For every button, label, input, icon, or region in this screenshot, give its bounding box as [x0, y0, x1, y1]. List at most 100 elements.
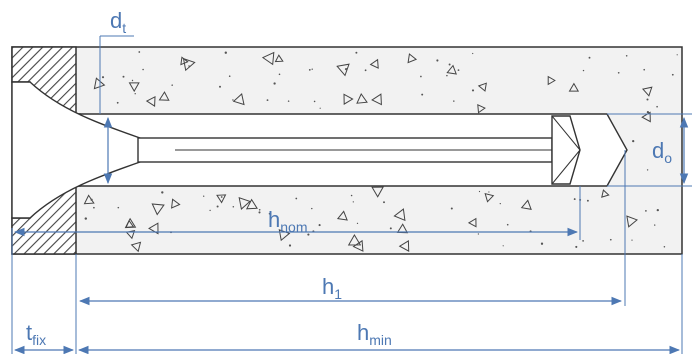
- label-do-main: d: [652, 138, 664, 163]
- aggregate-dot: [588, 56, 591, 59]
- aggregate-dot: [389, 227, 392, 230]
- aggregate-dot: [446, 74, 448, 77]
- aggregate-dot: [575, 245, 578, 248]
- aggregate-dot: [266, 99, 269, 102]
- aggregate-triangle: [547, 75, 556, 86]
- aggregate-dot: [671, 73, 674, 76]
- aggregate-dot: [355, 51, 358, 54]
- aggregate-dot: [471, 89, 475, 92]
- aggregate-triangle: [369, 58, 379, 69]
- aggregate-dot: [117, 206, 120, 209]
- aggregate-dot: [273, 82, 276, 85]
- aggregate-dot: [609, 238, 612, 241]
- aggregate-dot: [134, 93, 136, 95]
- aggregate-triangle: [245, 198, 258, 210]
- aggregate-triangle: [484, 193, 495, 203]
- label-do-sub: o: [664, 150, 672, 166]
- aggregate-dot: [645, 210, 647, 212]
- aggregate-triangle: [407, 53, 418, 64]
- aggregate-triangle: [180, 56, 189, 66]
- aggregate-triangle: [336, 210, 348, 221]
- aggregate-dot: [313, 100, 316, 103]
- aggregate-dot: [93, 206, 95, 209]
- aggregate-triangle: [125, 219, 135, 228]
- aggregate-dot: [617, 71, 620, 74]
- aggregate-dot: [488, 191, 490, 193]
- label-hmin-main: h: [357, 320, 369, 345]
- aggregate-triangle: [641, 86, 653, 97]
- label-h1-sub: 1: [334, 286, 342, 302]
- aggregate-dot: [203, 195, 205, 197]
- aggregate-dot: [356, 222, 359, 225]
- aggregate-triangle: [238, 197, 251, 210]
- label-tfix-main: t: [26, 320, 32, 345]
- aggregate-dot: [477, 233, 480, 235]
- aggregate-dot: [116, 101, 119, 104]
- aggregate-dot: [84, 217, 88, 220]
- label-dt-main: d: [110, 8, 122, 33]
- aggregate-triangle: [398, 240, 410, 252]
- aggregate-dot: [625, 55, 628, 57]
- aggregate-dot: [307, 233, 310, 236]
- aggregate-dot: [457, 69, 460, 71]
- aggregate-dot: [350, 194, 353, 197]
- aggregate-dot: [209, 209, 211, 212]
- aggregate-dot: [319, 107, 321, 109]
- aggregate-dot: [188, 65, 190, 67]
- aggregate-dot: [278, 73, 281, 76]
- aggregate-dot: [631, 239, 633, 241]
- aggregate-dot: [656, 208, 659, 212]
- aggregate-dot: [643, 68, 646, 71]
- aggregate-dot: [220, 196, 223, 198]
- aggregate-triangle: [393, 208, 406, 222]
- aggregate-dot: [258, 209, 261, 211]
- aggregate-dot: [663, 246, 666, 248]
- aggregate-triangle: [446, 64, 457, 75]
- aggregate-dot: [586, 199, 589, 202]
- aggregate-dot: [318, 224, 321, 227]
- aggregate-triangle: [626, 215, 638, 228]
- aggregate-triangle: [336, 63, 350, 77]
- aggregate-dot: [478, 190, 481, 193]
- label-tfix: tfix: [26, 320, 46, 348]
- aggregate-dot: [656, 105, 658, 108]
- label-hmin-sub: min: [369, 332, 392, 348]
- aggregate-triangle: [128, 82, 140, 93]
- aggregate-triangle: [371, 186, 384, 198]
- aggregate-dot: [311, 68, 313, 70]
- aggregate-triangle: [467, 217, 477, 228]
- aggregate-dot: [258, 211, 261, 214]
- aggregate-triangle: [601, 189, 610, 198]
- label-h1: h1: [322, 274, 342, 302]
- aggregate-dot: [421, 93, 424, 96]
- aggregate-dot: [232, 99, 234, 101]
- aggregate-triangle: [171, 198, 181, 209]
- aggregate-dot: [654, 224, 656, 226]
- aggregate-triangle: [130, 241, 142, 253]
- aggregate-dot: [420, 75, 422, 78]
- aggregate-dot: [352, 201, 354, 203]
- aggregate-triangle: [371, 93, 382, 106]
- aggregate-dot: [499, 202, 501, 205]
- aggregate-dot: [161, 191, 164, 194]
- aggregate-dot: [131, 79, 134, 82]
- label-hmin: hmin: [357, 320, 392, 348]
- aggregate-dot: [311, 207, 313, 210]
- aggregate-dot: [216, 205, 219, 208]
- aggregate-dot: [364, 69, 367, 72]
- label-tfix-sub: fix: [32, 332, 46, 348]
- aggregate-dot: [676, 54, 678, 56]
- aggregate-dot: [472, 52, 474, 55]
- aggregate-dot: [219, 85, 221, 88]
- aggregate-dot: [502, 245, 504, 247]
- aggregate-dot: [506, 223, 509, 226]
- aggregate-dot: [308, 68, 311, 71]
- aggregate-triangle: [641, 111, 651, 123]
- aggregate-dot: [142, 68, 144, 71]
- aggregate-triangle: [274, 54, 284, 63]
- aggregate-dot: [646, 110, 650, 114]
- aggregate-dot: [573, 198, 576, 201]
- aggregate-dot: [232, 205, 235, 208]
- label-hnom: hnom: [268, 207, 307, 235]
